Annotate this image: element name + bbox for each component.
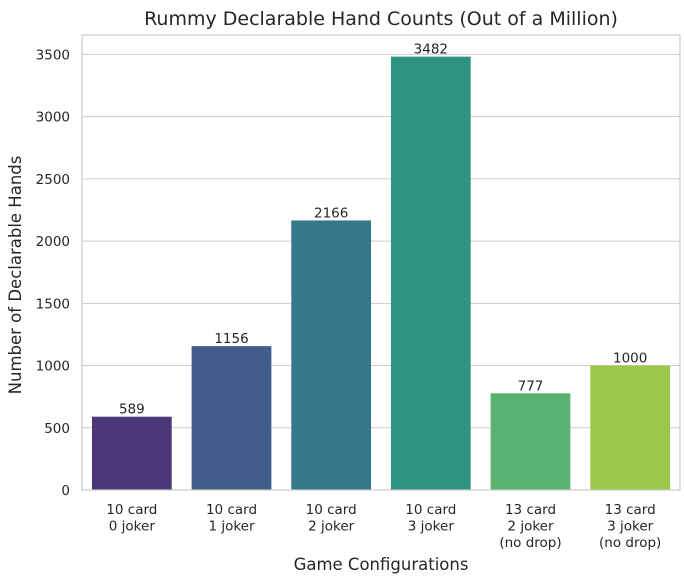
data-label: 777: [518, 378, 544, 394]
bar: [590, 365, 671, 490]
x-tick-label: 10 card 0 joker: [106, 502, 157, 535]
data-label: 589: [119, 402, 145, 418]
y-tick-label: 3500: [36, 47, 70, 63]
data-label: 1156: [214, 331, 248, 347]
bar: [91, 416, 172, 490]
x-tick-labels: 10 card 0 joker 10 card 1 joker 10 card 2 jok…: [106, 502, 661, 551]
y-gridlines: [82, 53, 680, 491]
x-tick-label: 13 card 2 joker (no drop): [499, 502, 561, 551]
y-tick-label: 1500: [36, 296, 70, 312]
x-tick-label: 10 card 1 joker: [206, 502, 257, 535]
bars: [91, 56, 671, 490]
data-label: 2166: [314, 205, 348, 221]
bar: [390, 56, 471, 490]
x-tick-label: 13 card 3 joker (no drop): [599, 502, 661, 551]
y-tick-label: 3000: [36, 110, 70, 126]
data-label: 1000: [613, 351, 647, 367]
bar: [291, 220, 372, 490]
chart-title: Rummy Declarable Hand Counts (Out of a M…: [144, 8, 618, 30]
data-label: 3482: [414, 42, 448, 58]
plot-frame: [81, 34, 681, 491]
y-tick-labels: 0 500 1000 1500 2000 2500 3000 3500: [36, 47, 70, 499]
bar: [490, 393, 571, 490]
y-tick-label: 2500: [36, 172, 70, 188]
bar: [191, 346, 272, 490]
y-tick-label: 1000: [36, 359, 70, 375]
y-tick-label: 500: [44, 421, 70, 437]
y-tick-label: 0: [61, 483, 70, 499]
x-tick-label: 10 card 2 joker: [306, 502, 357, 535]
x-tick-label: 10 card 3 joker: [405, 502, 456, 535]
y-axis-label: Number of Declarable Hands: [6, 156, 25, 395]
data-labels: 589 1156 2166 3482 777 1000: [119, 42, 647, 418]
x-axis-label: Game Configurations: [294, 555, 469, 574]
y-tick-label: 2000: [36, 234, 70, 250]
